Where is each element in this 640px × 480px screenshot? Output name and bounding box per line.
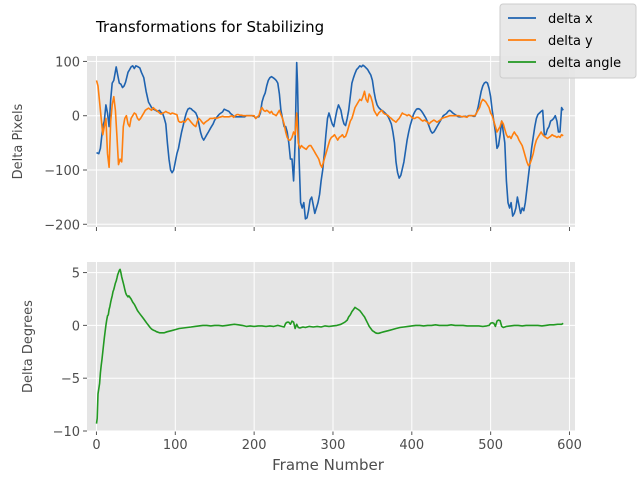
y-axis-label: Delta Degrees <box>21 300 36 393</box>
x-tick-label: 200 <box>242 438 267 453</box>
x-tick-label: 400 <box>399 438 424 453</box>
y-tick-label: −10 <box>53 425 80 440</box>
y-tick-label: −100 <box>44 164 80 179</box>
plot-background <box>87 56 575 227</box>
series-line-delta-y <box>95 80 564 169</box>
legend-label: delta x <box>548 12 593 27</box>
legend: delta x delta y delta angle <box>499 3 637 79</box>
bottom-panel: 0 100 200 300 400 500 600 5 0 −5 −10 Delta Degrees <box>21 262 582 453</box>
series-line-delta-angle <box>95 268 564 424</box>
y-tick-label: 0 <box>72 319 80 334</box>
y-axis-label: Delta Pixels <box>11 103 26 179</box>
y-tick-label: 0 <box>72 110 80 125</box>
y-tick-label: 100 <box>55 55 80 70</box>
x-tick-label: 100 <box>163 438 188 453</box>
legend-box <box>499 3 637 79</box>
top-panel: 100 0 −100 −200 Delta Pixels <box>11 55 575 233</box>
y-tick-label: −5 <box>61 372 80 387</box>
x-tick-label: 0 <box>92 438 100 453</box>
x-tick-label: 500 <box>478 438 503 453</box>
y-tick-label: −200 <box>44 218 80 233</box>
legend-label: delta y <box>548 34 593 49</box>
plot-background <box>87 262 575 431</box>
series-line-delta-x <box>96 61 564 220</box>
x-tick-label: 600 <box>557 438 582 453</box>
x-axis-label: Frame Number <box>272 456 385 474</box>
chart-title: Transformations for Stabilizing <box>95 18 324 36</box>
legend-label: delta angle <box>548 56 621 71</box>
y-tick-label: 5 <box>72 267 80 282</box>
x-tick-label: 300 <box>321 438 346 453</box>
